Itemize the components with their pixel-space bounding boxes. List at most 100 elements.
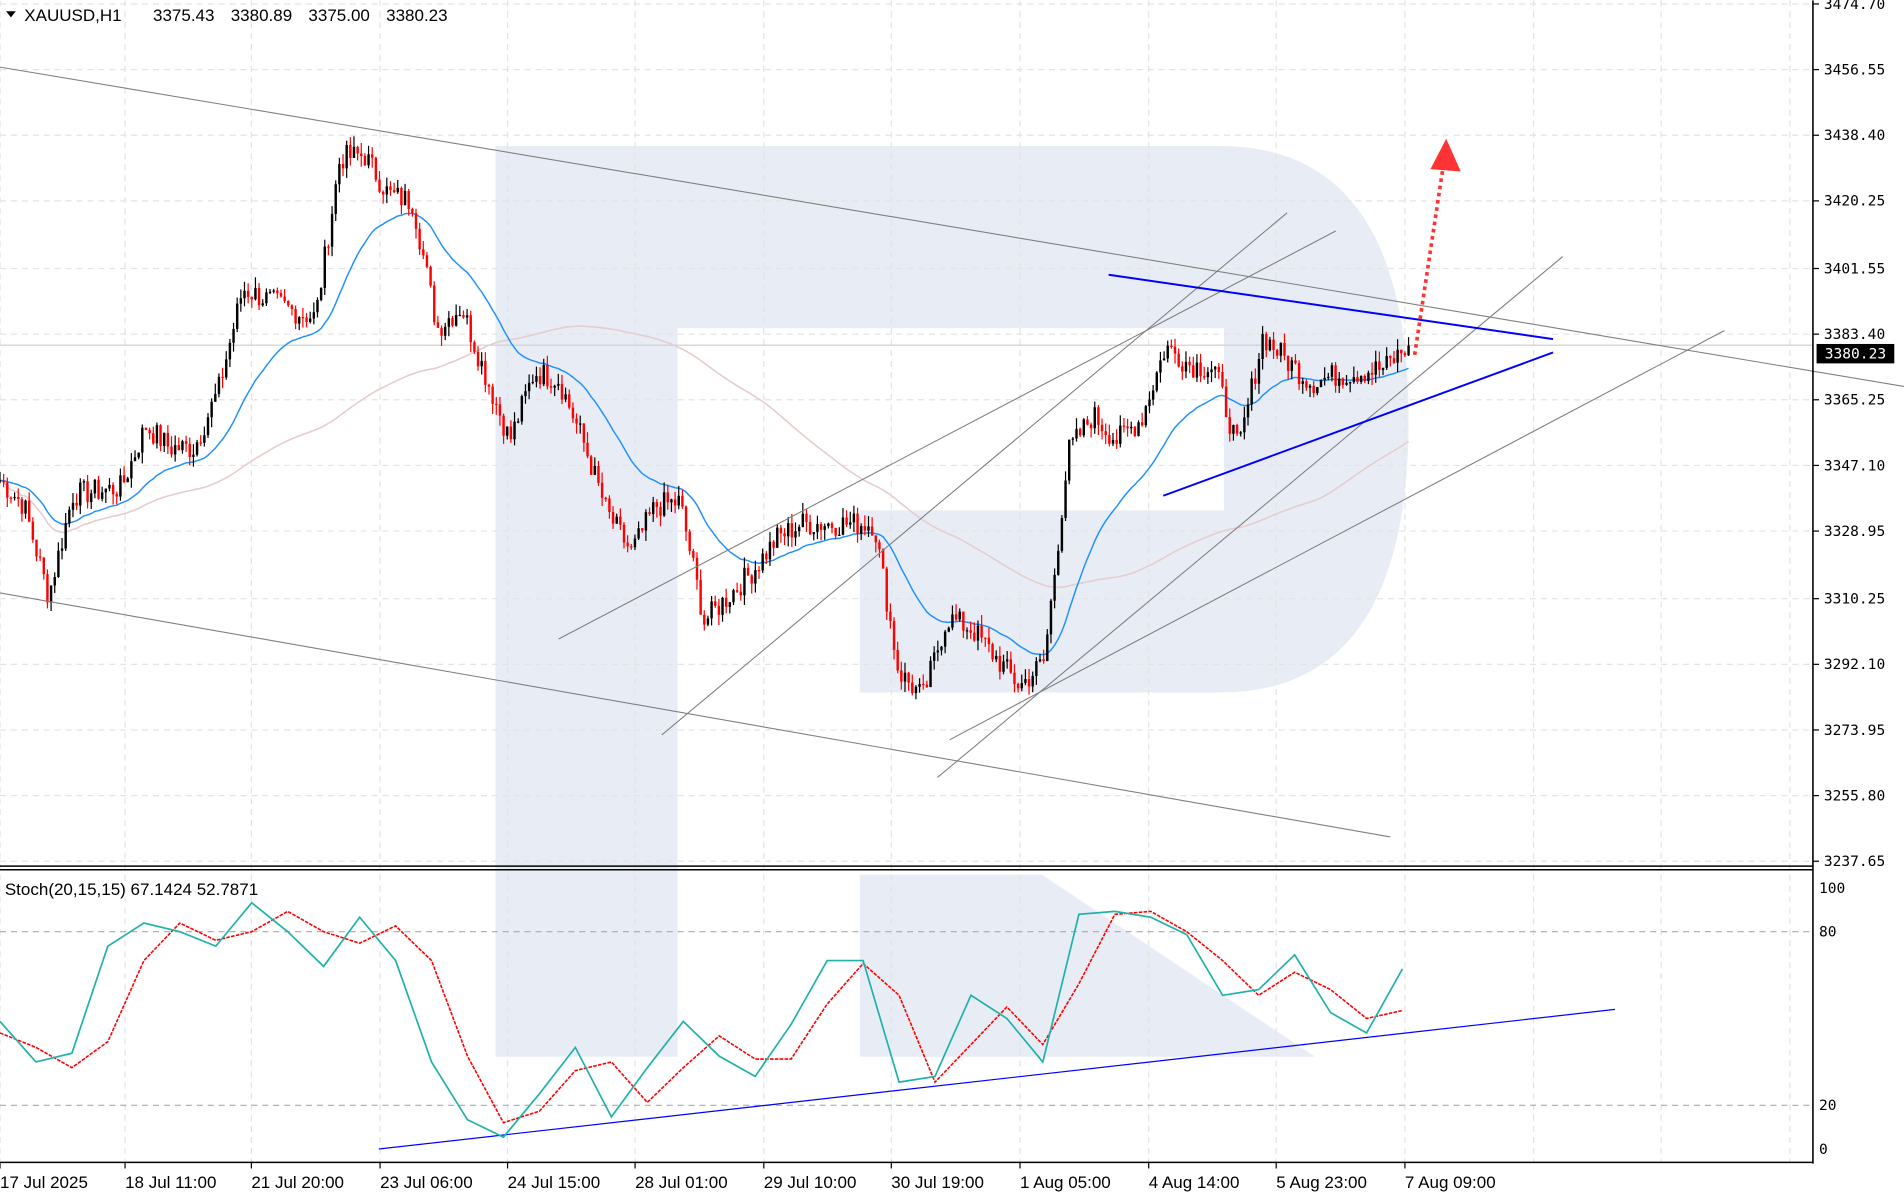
candle-body bbox=[684, 506, 688, 532]
candle-body bbox=[217, 376, 221, 394]
candle-body bbox=[597, 465, 600, 483]
candle-body bbox=[936, 650, 940, 653]
candle-body bbox=[1108, 435, 1111, 444]
candle-body bbox=[1071, 438, 1075, 440]
candle-body bbox=[673, 499, 677, 506]
candle-body bbox=[1089, 424, 1093, 429]
stoch-level-label: 20 bbox=[1819, 1097, 1837, 1114]
candle-body bbox=[1301, 381, 1304, 384]
candle-body bbox=[630, 546, 633, 548]
candle-body bbox=[874, 535, 878, 543]
candle-body bbox=[1312, 385, 1315, 394]
price-label: 3383.40 bbox=[1824, 326, 1885, 343]
candle-body bbox=[1239, 432, 1242, 434]
time-axis[interactable]: 17 Jul 2025 18 Jul 11:00 21 Jul 20:00 23 Ju… bbox=[0, 1162, 1496, 1192]
candle-body bbox=[549, 386, 553, 388]
candle-body bbox=[969, 630, 972, 633]
candle-body bbox=[82, 481, 86, 483]
triangle-upper-line[interactable] bbox=[1108, 273, 1554, 341]
trend-line[interactable] bbox=[661, 212, 1288, 736]
forecast-arrow-line[interactable] bbox=[1412, 170, 1445, 356]
candle-body bbox=[1126, 426, 1129, 429]
candle-body bbox=[323, 246, 326, 288]
candle-body bbox=[60, 548, 64, 551]
candle-body bbox=[1359, 375, 1363, 382]
candle-body bbox=[1338, 378, 1341, 386]
candle-body bbox=[812, 532, 815, 535]
trend-line[interactable] bbox=[937, 256, 1564, 778]
candle-body bbox=[859, 526, 863, 534]
candle-body bbox=[86, 481, 89, 503]
candle-body bbox=[1137, 422, 1140, 436]
candle-body bbox=[312, 312, 316, 319]
arrow-up-icon[interactable] bbox=[1430, 138, 1461, 172]
candle-body bbox=[1144, 406, 1148, 426]
candle-body bbox=[93, 479, 97, 494]
price-label: 3420.25 bbox=[1824, 193, 1885, 210]
candle-body bbox=[235, 303, 239, 329]
candle-body bbox=[199, 442, 202, 444]
candle-body bbox=[998, 655, 1002, 672]
candle-body bbox=[184, 441, 188, 444]
candle-body bbox=[1224, 386, 1228, 418]
candle-body bbox=[294, 309, 297, 324]
price-label: 3273.95 bbox=[1824, 722, 1885, 739]
price-axis[interactable]: 3474.70 3456.55 3438.40 3420.25 3401.55 3383.… bbox=[1812, 0, 1885, 870]
symbol-label: XAUUSD,H1 bbox=[24, 6, 121, 25]
candle-body bbox=[246, 290, 250, 297]
candle-body bbox=[1002, 661, 1005, 672]
candle-body bbox=[75, 502, 78, 506]
candle-body bbox=[349, 144, 352, 158]
candle-body bbox=[38, 556, 42, 558]
trend-line[interactable] bbox=[0, 66, 1904, 388]
stoch-level-label: 80 bbox=[1819, 924, 1837, 941]
candle-body bbox=[794, 531, 797, 538]
candle-body bbox=[250, 296, 254, 300]
drawing-tools[interactable] bbox=[0, 66, 1904, 1150]
candle-body bbox=[411, 208, 414, 214]
candle-body bbox=[108, 484, 111, 489]
candle-body bbox=[1119, 425, 1122, 444]
trend-line[interactable] bbox=[949, 330, 1725, 741]
collapse-triangle-icon[interactable] bbox=[6, 11, 16, 18]
candle-body bbox=[1199, 362, 1202, 377]
candle-body bbox=[750, 575, 753, 584]
candle-body bbox=[9, 497, 13, 499]
candle-body bbox=[443, 326, 447, 336]
candle-body bbox=[805, 513, 808, 522]
candle-body bbox=[1013, 672, 1016, 685]
stoch-support-line[interactable] bbox=[378, 1008, 1616, 1150]
candle-body bbox=[710, 601, 713, 619]
candle-body bbox=[1162, 358, 1166, 361]
high-value: 3380.89 bbox=[231, 6, 292, 25]
candle-body bbox=[308, 318, 312, 322]
candle-body bbox=[305, 317, 308, 322]
trend-line[interactable] bbox=[0, 592, 1391, 838]
candle-body bbox=[579, 423, 582, 425]
candle-body bbox=[192, 454, 195, 457]
candle-body bbox=[943, 631, 947, 647]
candle-body bbox=[225, 359, 228, 378]
candle-body bbox=[425, 255, 429, 267]
candle-body bbox=[670, 499, 673, 503]
candle-body bbox=[1232, 425, 1235, 434]
candle-body bbox=[272, 290, 275, 292]
candle-body bbox=[495, 403, 498, 406]
candle-body bbox=[724, 597, 728, 607]
candle-body bbox=[13, 496, 16, 499]
candle-body bbox=[1038, 659, 1042, 662]
triangle-lower-line[interactable] bbox=[1162, 351, 1554, 497]
candle-body bbox=[469, 315, 472, 343]
trend-line[interactable] bbox=[558, 230, 1336, 640]
candle-body bbox=[1111, 439, 1115, 444]
candle-body bbox=[721, 597, 724, 615]
candle-body bbox=[352, 146, 356, 158]
candle-body bbox=[611, 512, 615, 524]
candle-body bbox=[1323, 377, 1326, 380]
candle-body bbox=[896, 649, 899, 671]
indicator-label: Stoch(20,15,15) 67.1424 52.7871 bbox=[5, 880, 258, 899]
candle-body bbox=[451, 318, 454, 326]
candle-body bbox=[557, 383, 560, 386]
